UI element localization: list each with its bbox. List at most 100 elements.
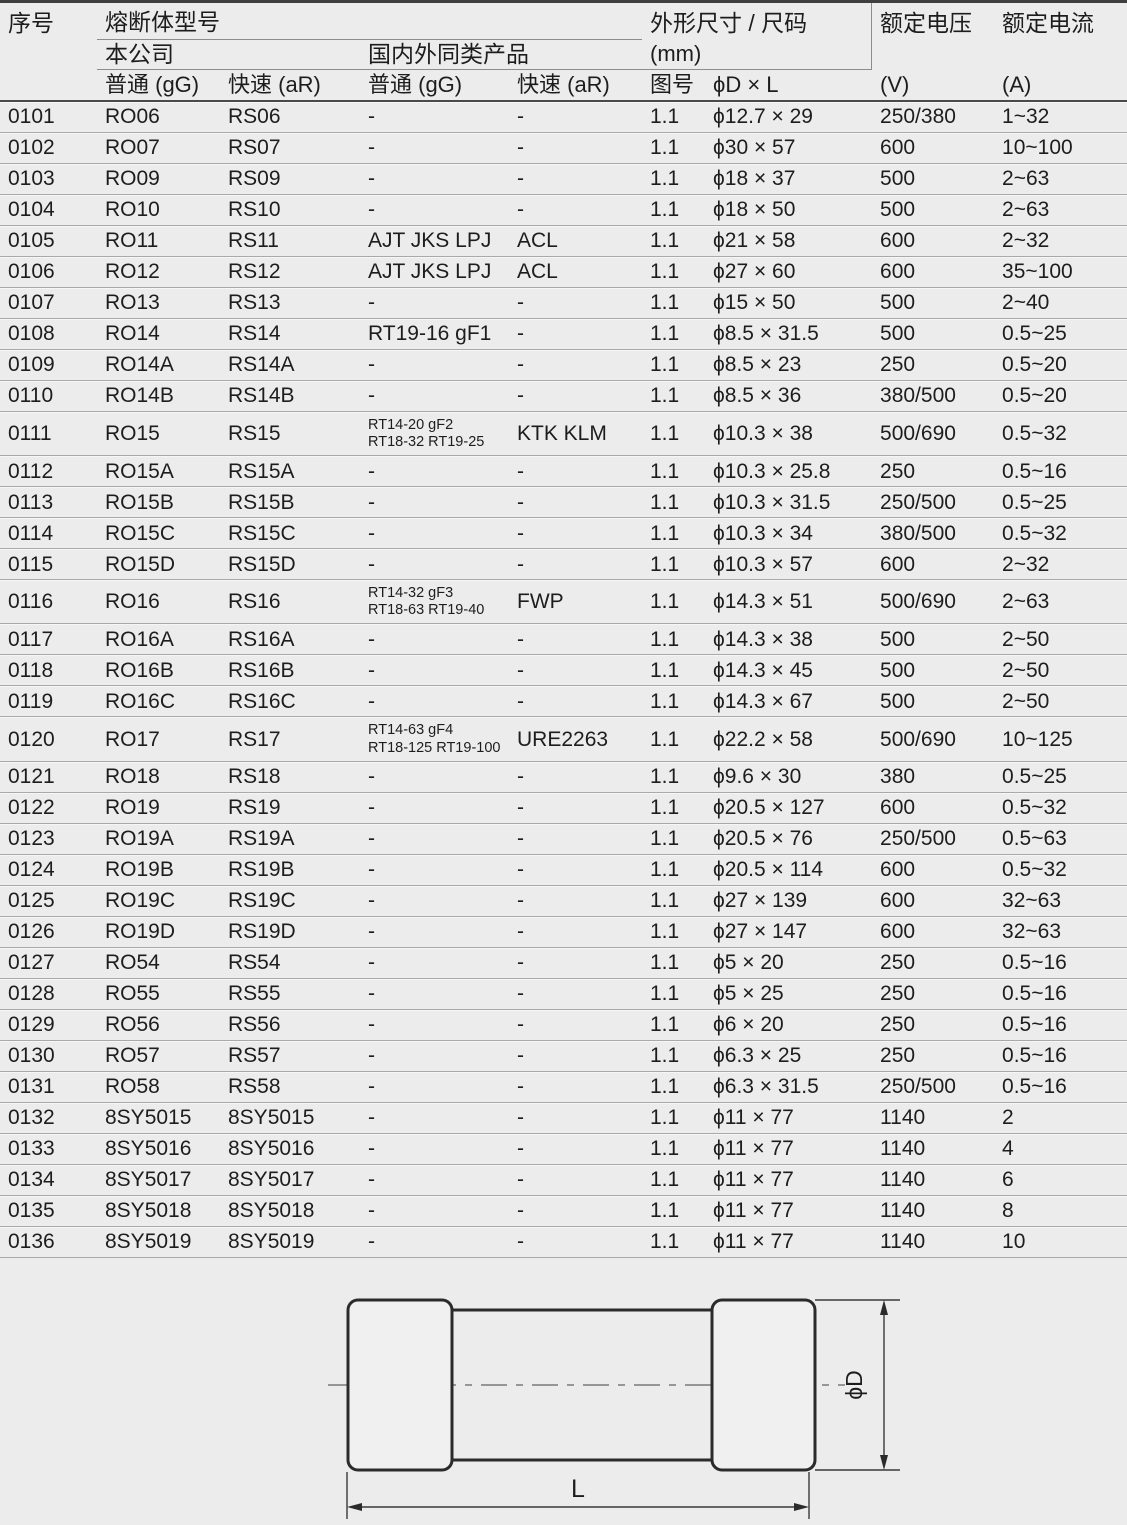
cell-company-gg-model: 8SY5017 — [97, 1164, 220, 1196]
table-row: 0111 RO15 RS15 RT14-20 gF2 RT18-32 RT19-… — [0, 412, 1127, 457]
cell-dxl: ϕ10.3 × 25.8 — [705, 456, 873, 488]
cell-rated-voltage: 600 — [872, 549, 995, 581]
cell-serial: 0112 — [0, 456, 97, 488]
cell-similar-ar-model: - — [509, 1040, 642, 1072]
cell-rated-voltage: 600 — [872, 133, 995, 164]
cell-company-ar-model: RS12 — [220, 257, 360, 288]
cell-company-gg-model: RO14 — [97, 319, 220, 350]
cell-serial: 0105 — [0, 226, 97, 257]
table-row: 0118 RO16B RS16B - - 1.1 ϕ14.3 × 45 500 … — [0, 655, 1127, 687]
cell-figure-no: 1.1 — [642, 288, 705, 319]
cell-company-gg-model: RO58 — [97, 1071, 220, 1103]
cell-rated-current: 8 — [994, 1195, 1127, 1227]
cell-serial: 0134 — [0, 1164, 97, 1196]
cell-figure-no: 1.1 — [642, 319, 705, 350]
cell-rated-voltage: 600 — [872, 885, 995, 917]
cell-rated-voltage: 250/500 — [872, 1071, 995, 1103]
cell-rated-current: 0.5~16 — [994, 1040, 1127, 1072]
cell-rated-current: 0.5~16 — [994, 978, 1127, 1010]
cell-figure-no: 1.1 — [642, 226, 705, 257]
cell-company-gg-model: RO19A — [97, 823, 220, 855]
cell-similar-ar-model: - — [509, 686, 642, 718]
cell-rated-current: 2 — [994, 1102, 1127, 1134]
cell-figure-no: 1.1 — [642, 792, 705, 824]
cell-similar-gg-model: - — [360, 350, 509, 381]
cell-figure-no: 1.1 — [642, 1040, 705, 1072]
cell-serial: 0103 — [0, 164, 97, 195]
cell-company-ar-model: RS13 — [220, 288, 360, 319]
cell-figure-no: 1.1 — [642, 412, 705, 457]
cell-rated-voltage: 500 — [872, 164, 995, 195]
cell-similar-gg-model: RT14-63 gF4 RT18-125 RT19-100 — [360, 717, 509, 762]
cell-rated-voltage: 250 — [872, 1009, 995, 1041]
cell-similar-ar-model: - — [509, 1226, 642, 1258]
cell-similar-ar-model: - — [509, 1133, 642, 1165]
cell-company-ar-model: RS15A — [220, 456, 360, 488]
cell-rated-current: 0.5~25 — [994, 487, 1127, 519]
cell-similar-gg-model: - — [360, 133, 509, 164]
cell-figure-no: 1.1 — [642, 1133, 705, 1165]
table-row: 0132 8SY5015 8SY5015 - - 1.1 ϕ11 × 77 11… — [0, 1102, 1127, 1134]
cell-rated-current: 2~50 — [994, 686, 1127, 718]
table-row: 0133 8SY5016 8SY5016 - - 1.1 ϕ11 × 77 11… — [0, 1133, 1127, 1165]
cell-dxl: ϕ11 × 77 — [705, 1226, 873, 1258]
cell-rated-voltage: 500 — [872, 288, 995, 319]
table-row: 0136 8SY5019 8SY5019 - - 1.1 ϕ11 × 77 11… — [0, 1226, 1127, 1258]
cell-rated-current: 0.5~16 — [994, 947, 1127, 979]
header-serial: 序号 — [0, 3, 97, 102]
table-row: 0130 RO57 RS57 - - 1.1 ϕ6.3 × 25 250 0.5… — [0, 1040, 1127, 1072]
cell-rated-current: 6 — [994, 1164, 1127, 1196]
diameter-arrow-up — [880, 1300, 888, 1315]
cell-rated-voltage: 1140 — [872, 1102, 995, 1134]
cell-similar-ar-model: ACL — [509, 257, 642, 288]
table-row: 0102 RO07 RS07 - - 1.1 ϕ30 × 57 600 10~1… — [0, 133, 1127, 164]
cell-company-gg-model: RO12 — [97, 257, 220, 288]
cell-serial: 0131 — [0, 1071, 97, 1103]
cell-company-gg-model: RO55 — [97, 978, 220, 1010]
table-row: 0131 RO58 RS58 - - 1.1 ϕ6.3 × 31.5 250/5… — [0, 1071, 1127, 1103]
cell-company-ar-model: RS11 — [220, 226, 360, 257]
cell-rated-voltage: 500 — [872, 655, 995, 687]
cell-rated-current: 35~100 — [994, 257, 1127, 288]
cell-company-gg-model: RO16 — [97, 580, 220, 625]
cell-rated-voltage: 250 — [872, 947, 995, 979]
table-row: 0129 RO56 RS56 - - 1.1 ϕ6 × 20 250 0.5~1… — [0, 1009, 1127, 1041]
cell-dxl: ϕ12.7 × 29 — [705, 102, 873, 133]
cell-similar-ar-model: - — [509, 761, 642, 793]
cell-figure-no: 1.1 — [642, 686, 705, 718]
table-row: 0127 RO54 RS54 - - 1.1 ϕ5 × 20 250 0.5~1… — [0, 947, 1127, 979]
cell-company-ar-model: RS56 — [220, 1009, 360, 1041]
cell-dxl: ϕ8.5 × 23 — [705, 350, 873, 381]
header-figure-no: 图号 — [642, 70, 705, 102]
cell-rated-voltage: 380/500 — [872, 381, 995, 412]
cell-company-ar-model: RS09 — [220, 164, 360, 195]
cell-figure-no: 1.1 — [642, 350, 705, 381]
cell-rated-voltage: 600 — [872, 854, 995, 886]
table-row: 0116 RO16 RS16 RT14-32 gF3 RT18-63 RT19-… — [0, 580, 1127, 625]
cell-company-ar-model: 8SY5017 — [220, 1164, 360, 1196]
cell-similar-gg-model: - — [360, 1195, 509, 1227]
cell-figure-no: 1.1 — [642, 823, 705, 855]
table-row: 0112 RO15A RS15A - - 1.1 ϕ10.3 × 25.8 25… — [0, 456, 1127, 488]
cell-rated-current: 2~40 — [994, 288, 1127, 319]
cell-rated-voltage: 1140 — [872, 1164, 995, 1196]
cell-similar-gg-model: RT14-32 gF3 RT18-63 RT19-40 — [360, 580, 509, 625]
cell-serial: 0133 — [0, 1133, 97, 1165]
cell-company-ar-model: RS15D — [220, 549, 360, 581]
cell-figure-no: 1.1 — [642, 1102, 705, 1134]
cell-serial: 0118 — [0, 655, 97, 687]
cell-company-ar-model: RS19 — [220, 792, 360, 824]
cell-similar-ar-model: - — [509, 1071, 642, 1103]
cell-dxl: ϕ21 × 58 — [705, 226, 873, 257]
header-dimensions-unit: (mm) — [650, 41, 702, 67]
header-company-ar: 快速 (aR) — [220, 70, 360, 102]
cell-similar-gg-model: - — [360, 686, 509, 718]
table-row: 0134 8SY5017 8SY5017 - - 1.1 ϕ11 × 77 11… — [0, 1164, 1127, 1196]
cell-similar-ar-model: - — [509, 655, 642, 687]
cell-company-gg-model: RO14A — [97, 350, 220, 381]
cell-figure-no: 1.1 — [642, 257, 705, 288]
table-row: 0121 RO18 RS18 - - 1.1 ϕ9.6 × 30 380 0.5… — [0, 761, 1127, 793]
cell-rated-current: 2~50 — [994, 655, 1127, 687]
cell-serial: 0120 — [0, 717, 97, 762]
cell-rated-voltage: 500 — [872, 686, 995, 718]
